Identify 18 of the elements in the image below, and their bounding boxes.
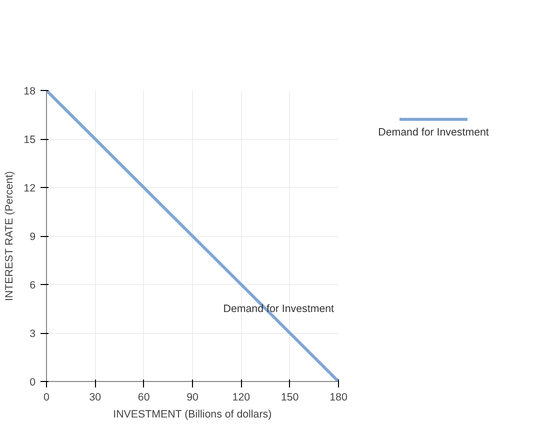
x-tick-label: 60 <box>138 392 150 404</box>
x-tick-label: 120 <box>232 392 250 404</box>
y-tick-label: 3 <box>30 328 36 340</box>
annotation: Demand for Investment <box>223 302 334 315</box>
y-tick-label: 18 <box>24 86 36 98</box>
x-axis-title: INVESTMENT (Billions of dollars) <box>113 408 272 420</box>
x-tick-label: 180 <box>330 392 348 404</box>
x-tick-label: 150 <box>280 392 299 404</box>
y-tick-label: 15 <box>24 134 36 146</box>
y-tick-label: 9 <box>30 231 36 243</box>
y-tick-label: 0 <box>30 376 36 388</box>
x-tick-label: 0 <box>44 392 50 404</box>
y-axis-title: INTEREST RATE (Percent) <box>4 171 16 302</box>
x-tick-label: 30 <box>89 392 102 404</box>
y-tick-label: 12 <box>24 182 36 194</box>
text: Demand for Investment <box>378 126 489 138</box>
x-tick-label: 90 <box>186 392 198 404</box>
y-tick-label: 6 <box>30 280 36 292</box>
